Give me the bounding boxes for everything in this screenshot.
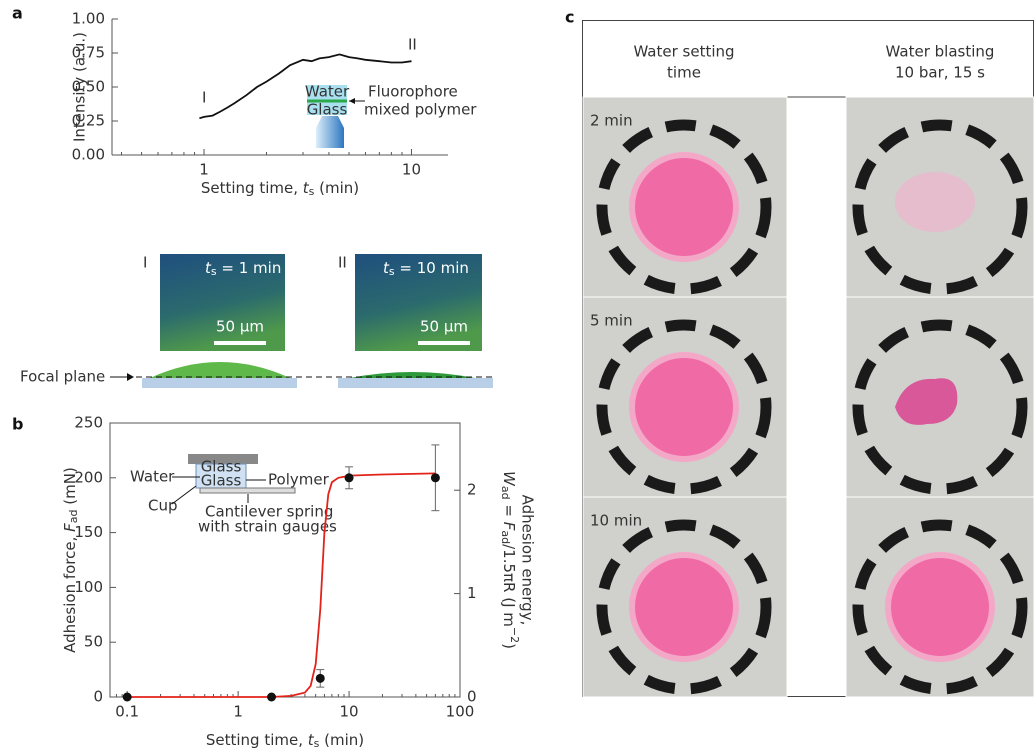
label-var: F bbox=[501, 522, 519, 531]
droplet bbox=[150, 362, 290, 378]
micrograph-time: ts = 10 min bbox=[383, 259, 469, 279]
label-text: Setting time, bbox=[206, 731, 308, 749]
label-unit: (min) bbox=[314, 179, 359, 197]
label-sub: ad bbox=[67, 509, 80, 523]
x-tick-label: 1 bbox=[233, 703, 243, 721]
data-point bbox=[316, 674, 325, 683]
y-tick-label: 0.50 bbox=[72, 78, 105, 96]
data-point bbox=[345, 473, 354, 482]
label-text: Setting time, bbox=[201, 179, 303, 197]
inset-text: mixed polymer bbox=[364, 101, 477, 119]
label-var: W bbox=[501, 471, 519, 487]
plot-frame bbox=[110, 423, 460, 697]
inset-objective bbox=[316, 116, 344, 148]
column-header: Water blasting bbox=[886, 43, 995, 61]
label-sup: −2 bbox=[508, 627, 521, 643]
micrograph-label: II bbox=[338, 254, 347, 272]
x-tick-label: 10 bbox=[340, 703, 359, 721]
focal-plane-label: Focal plane bbox=[20, 368, 105, 386]
y2-axis-label: Wad = Fad/1.5πR (J m−2) bbox=[499, 471, 521, 649]
inset-text: Fluorophore bbox=[368, 83, 458, 101]
inset-text: Glass bbox=[307, 101, 348, 119]
inset-text: Water bbox=[130, 468, 175, 486]
row-label: 5 min bbox=[590, 312, 633, 330]
data-point bbox=[123, 693, 132, 702]
column-header: Water setting bbox=[633, 43, 734, 61]
data-point bbox=[267, 693, 276, 702]
scale-label: 50 µm bbox=[420, 318, 468, 336]
inset-text: Water bbox=[305, 83, 350, 101]
column-header: 10 bar, 15 s bbox=[895, 64, 985, 82]
inset-arrow bbox=[172, 486, 196, 504]
label-text: = bbox=[501, 500, 519, 522]
inset-text: Polymer bbox=[268, 471, 330, 489]
y-tick-label: 200 bbox=[74, 468, 103, 486]
inset-text: Glass bbox=[201, 472, 242, 490]
micrograph-label: I bbox=[143, 254, 147, 272]
substrate bbox=[142, 378, 297, 388]
y-axis-label: Adhesion force, Fad (mN) bbox=[61, 467, 81, 653]
y-tick-label: 0.25 bbox=[72, 112, 105, 130]
time-text: = 10 min bbox=[395, 259, 469, 277]
y-tick-label: 250 bbox=[74, 414, 103, 432]
column-header: time bbox=[667, 64, 701, 82]
row-label: 2 min bbox=[590, 112, 633, 130]
scale-label: 50 µm bbox=[216, 318, 264, 336]
x-tick-label: 1 bbox=[199, 161, 209, 179]
inset-text: Cup bbox=[148, 497, 178, 515]
panel-label: c bbox=[565, 8, 574, 27]
label-unit: (min) bbox=[319, 731, 364, 749]
y-tick-label: 150 bbox=[74, 523, 103, 541]
row-label: 10 min bbox=[590, 512, 642, 530]
y2-tick-label: 2 bbox=[467, 481, 477, 499]
photos: 2 min 5 min 10 min bbox=[583, 97, 1034, 697]
x-tick-label: 0.1 bbox=[115, 703, 139, 721]
arrow-head bbox=[349, 98, 355, 104]
x-axis-label: Setting time, ts (min) bbox=[201, 179, 359, 199]
annotation: I bbox=[202, 89, 206, 107]
y-tick-label: 0.75 bbox=[72, 44, 105, 62]
y-tick-label: 1.00 bbox=[72, 10, 105, 28]
y2-tick-label: 0 bbox=[467, 688, 477, 706]
adhesive-residue bbox=[895, 172, 975, 232]
label-end: ) bbox=[501, 643, 519, 649]
y-tick-label: 0 bbox=[93, 688, 103, 706]
label-sub: ad bbox=[499, 486, 512, 500]
label-text: /1.5πR (J m bbox=[501, 544, 519, 627]
adhesive-spot bbox=[888, 555, 992, 659]
micrograph-time: ts = 1 min bbox=[205, 259, 281, 279]
y2-tick-label: 1 bbox=[467, 584, 477, 602]
y-tick-label: 0.00 bbox=[72, 146, 105, 164]
x-axis-label: Setting time, ts (min) bbox=[206, 731, 364, 751]
arrow-head bbox=[127, 373, 134, 381]
inset-text: with strain gauges bbox=[198, 518, 337, 536]
substrate bbox=[338, 378, 493, 388]
time-text: = 1 min bbox=[217, 259, 282, 277]
y2-axis-label: Adhesion energy, bbox=[519, 495, 537, 626]
annotation: II bbox=[408, 36, 417, 54]
panel-label: a bbox=[12, 4, 23, 23]
data-point bbox=[431, 473, 440, 482]
y-tick-label: 50 bbox=[84, 633, 103, 651]
x-tick-label: 10 bbox=[402, 161, 421, 179]
label-sub: ad bbox=[499, 530, 512, 544]
panel-label: b bbox=[12, 415, 23, 434]
adhesive-spot bbox=[632, 155, 736, 259]
adhesive-spot bbox=[632, 555, 736, 659]
adhesive-spot bbox=[632, 355, 736, 459]
y-tick-label: 100 bbox=[74, 578, 103, 596]
figure: a Intensity (a.u.) Setting time, ts (min… bbox=[0, 0, 1034, 751]
